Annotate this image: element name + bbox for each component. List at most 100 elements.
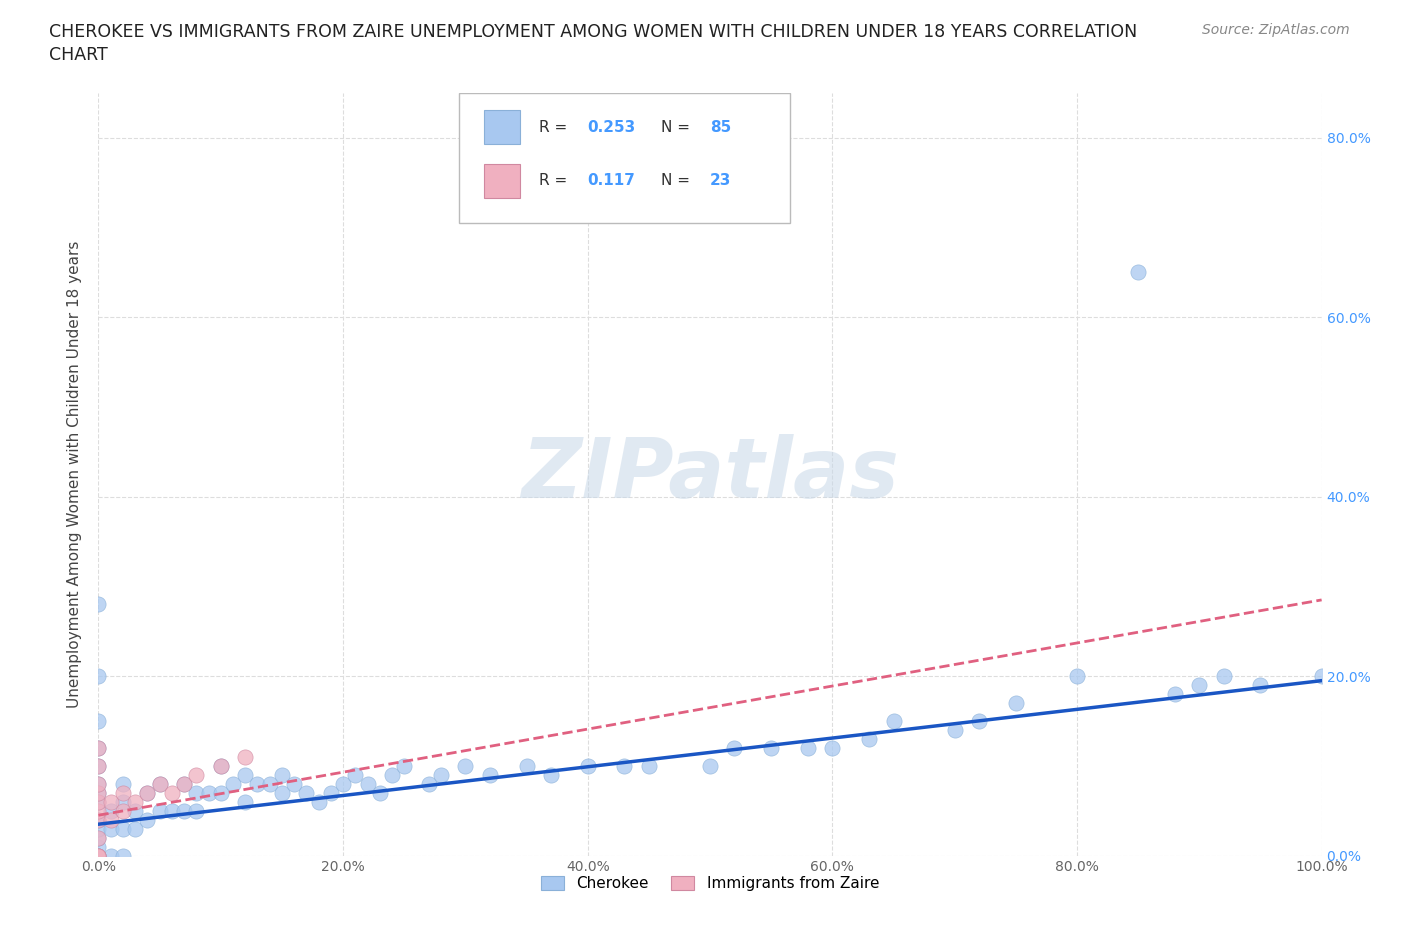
Point bbox=[173, 777, 195, 791]
Point bbox=[209, 759, 232, 774]
Point bbox=[430, 767, 453, 782]
Point bbox=[100, 804, 122, 818]
Point bbox=[87, 759, 110, 774]
Text: CHART: CHART bbox=[49, 46, 108, 64]
Point bbox=[540, 767, 562, 782]
Point bbox=[87, 848, 110, 863]
Point bbox=[111, 777, 134, 791]
Point bbox=[87, 848, 110, 863]
Point bbox=[87, 740, 110, 755]
Point bbox=[87, 597, 110, 612]
Point bbox=[87, 794, 110, 809]
Point bbox=[136, 812, 159, 827]
Point bbox=[967, 713, 990, 728]
Point bbox=[515, 759, 537, 774]
Point bbox=[87, 812, 110, 827]
Point bbox=[319, 785, 342, 800]
Text: R =: R = bbox=[538, 173, 576, 188]
Point bbox=[149, 777, 172, 791]
Point bbox=[1128, 265, 1150, 280]
Point bbox=[418, 777, 440, 791]
Point bbox=[87, 777, 110, 791]
FancyBboxPatch shape bbox=[484, 164, 520, 198]
Point bbox=[149, 777, 172, 791]
Point bbox=[87, 848, 110, 863]
Point bbox=[576, 759, 599, 774]
FancyBboxPatch shape bbox=[484, 110, 520, 144]
Point bbox=[136, 785, 159, 800]
Point bbox=[1249, 678, 1271, 693]
Point bbox=[100, 848, 122, 863]
Legend: Cherokee, Immigrants from Zaire: Cherokee, Immigrants from Zaire bbox=[534, 870, 886, 897]
Point bbox=[111, 785, 134, 800]
Text: N =: N = bbox=[661, 173, 695, 188]
Point bbox=[209, 785, 232, 800]
Point bbox=[100, 812, 122, 827]
Point bbox=[87, 848, 110, 863]
Point bbox=[111, 821, 134, 836]
Point bbox=[87, 839, 110, 854]
Text: 0.253: 0.253 bbox=[588, 120, 636, 135]
Point bbox=[87, 848, 110, 863]
Point bbox=[1066, 669, 1088, 684]
Point bbox=[797, 740, 820, 755]
Point bbox=[87, 785, 110, 800]
Point bbox=[87, 830, 110, 845]
Point bbox=[160, 804, 183, 818]
Point bbox=[87, 848, 110, 863]
Text: R =: R = bbox=[538, 120, 572, 135]
Point bbox=[124, 794, 146, 809]
Point bbox=[222, 777, 245, 791]
Point bbox=[699, 759, 721, 774]
Text: Source: ZipAtlas.com: Source: ZipAtlas.com bbox=[1202, 23, 1350, 37]
Point bbox=[270, 767, 294, 782]
Point bbox=[197, 785, 219, 800]
Point bbox=[173, 777, 195, 791]
FancyBboxPatch shape bbox=[460, 93, 790, 222]
Point bbox=[87, 848, 110, 863]
Point bbox=[87, 777, 110, 791]
Point bbox=[478, 767, 501, 782]
Point bbox=[233, 750, 256, 764]
Point bbox=[883, 713, 905, 728]
Point bbox=[209, 759, 232, 774]
Point bbox=[124, 821, 146, 836]
Point bbox=[87, 785, 110, 800]
Point bbox=[283, 777, 305, 791]
Text: 85: 85 bbox=[710, 120, 731, 135]
Point bbox=[100, 794, 122, 809]
Point bbox=[87, 812, 110, 827]
Point bbox=[186, 804, 208, 818]
Point bbox=[723, 740, 745, 755]
Point bbox=[332, 777, 354, 791]
Point bbox=[1310, 669, 1333, 684]
Point bbox=[943, 723, 966, 737]
Point bbox=[381, 767, 404, 782]
Text: 23: 23 bbox=[710, 173, 731, 188]
Point bbox=[124, 804, 146, 818]
Point bbox=[87, 848, 110, 863]
Point bbox=[270, 785, 294, 800]
Point bbox=[87, 669, 110, 684]
Point bbox=[87, 794, 110, 809]
Point bbox=[186, 785, 208, 800]
Point bbox=[186, 767, 208, 782]
Point bbox=[392, 759, 416, 774]
Text: N =: N = bbox=[661, 120, 695, 135]
Point bbox=[233, 767, 256, 782]
Point bbox=[87, 848, 110, 863]
Point bbox=[858, 732, 880, 747]
Point bbox=[173, 804, 195, 818]
Y-axis label: Unemployment Among Women with Children Under 18 years: Unemployment Among Women with Children U… bbox=[67, 241, 83, 708]
Point bbox=[87, 759, 110, 774]
Point bbox=[344, 767, 367, 782]
Point bbox=[613, 759, 636, 774]
Point bbox=[111, 794, 134, 809]
Point bbox=[246, 777, 269, 791]
Point bbox=[637, 759, 661, 774]
Text: CHEROKEE VS IMMIGRANTS FROM ZAIRE UNEMPLOYMENT AMONG WOMEN WITH CHILDREN UNDER 1: CHEROKEE VS IMMIGRANTS FROM ZAIRE UNEMPL… bbox=[49, 23, 1137, 41]
Point bbox=[295, 785, 318, 800]
Point bbox=[87, 848, 110, 863]
Point bbox=[1004, 696, 1026, 711]
Point bbox=[454, 759, 477, 774]
